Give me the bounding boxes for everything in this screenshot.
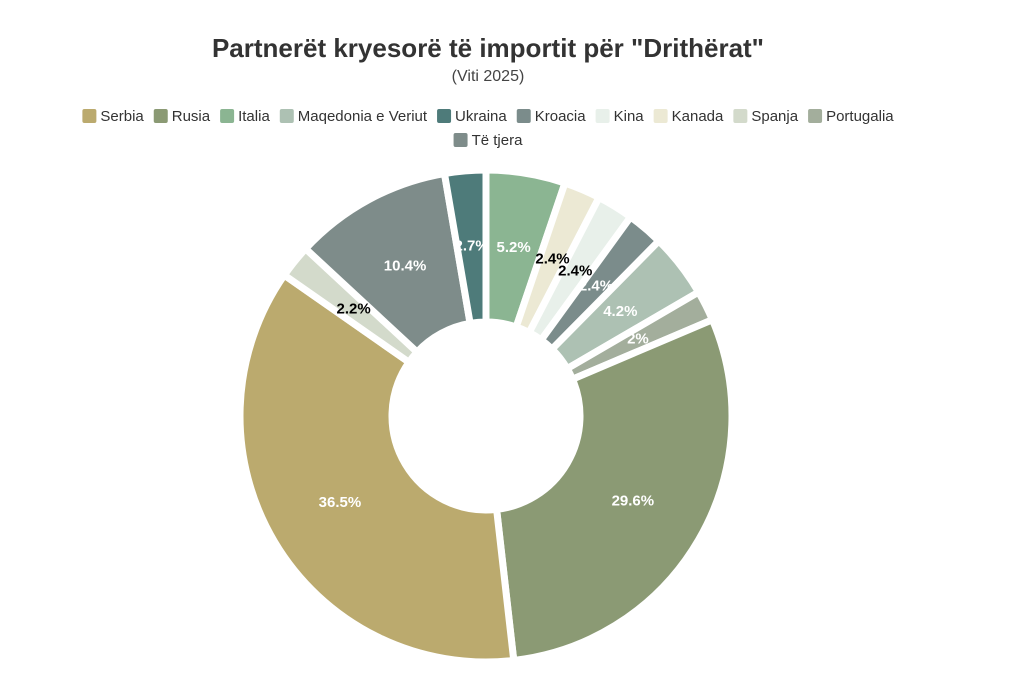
slice bbox=[493, 316, 736, 664]
donut bbox=[236, 166, 736, 666]
legend-swatch bbox=[595, 109, 610, 123]
legend-item: Rusia bbox=[153, 108, 211, 125]
slice-labels: 5.2%2.4%2.4%2.4%4.2%2%29.6%36.5%2.2%10.4… bbox=[319, 238, 654, 511]
legend-label: Spanja bbox=[751, 108, 798, 125]
legend-label: Kroacia bbox=[535, 108, 587, 125]
slice-label: 2.4% bbox=[535, 251, 569, 268]
chart-subtitle: (Viti 2025) bbox=[452, 68, 525, 85]
legend-swatch bbox=[279, 109, 294, 123]
slice bbox=[236, 271, 518, 666]
legend-label: Kina bbox=[614, 108, 645, 125]
slice-label: 2.4% bbox=[558, 262, 592, 279]
slice-label: 4.2% bbox=[603, 303, 637, 320]
slice-label: 2.4% bbox=[579, 277, 613, 294]
legend-swatch bbox=[437, 109, 452, 123]
legend-swatch bbox=[808, 109, 823, 123]
slice bbox=[440, 166, 490, 327]
legend-item: Të tjera bbox=[453, 132, 524, 149]
legend-item: Kanada bbox=[653, 108, 724, 125]
legend-label: Maqedonia e Veriut bbox=[298, 108, 428, 125]
legend-label: Rusia bbox=[172, 108, 211, 125]
legend-item: Ukraina bbox=[437, 108, 507, 125]
slice-label: 2.7% bbox=[454, 238, 488, 255]
slice-label: 36.5% bbox=[319, 494, 362, 511]
legend-swatch bbox=[82, 109, 97, 123]
legend-swatch bbox=[733, 109, 748, 123]
legend-item: Maqedonia e Veriut bbox=[279, 108, 428, 125]
legend-item: Kroacia bbox=[516, 108, 587, 125]
legend-label: Italia bbox=[238, 108, 270, 125]
legend-swatch bbox=[453, 133, 468, 147]
slice-label: 29.6% bbox=[612, 493, 655, 510]
legend: Serbia Rusia Italia Maqedonia e Veriut Ukrai… bbox=[82, 108, 894, 149]
slice bbox=[302, 170, 474, 356]
legend-item: Serbia bbox=[82, 108, 144, 125]
legend-item: Kina bbox=[595, 108, 645, 125]
legend-label: Kanada bbox=[672, 108, 724, 125]
chart-title: Partnerët kryesorë të importit për "Drit… bbox=[212, 33, 764, 63]
legend-label: Portugalia bbox=[826, 108, 894, 125]
legend-swatch bbox=[153, 109, 168, 123]
legend-item: Portugalia bbox=[808, 108, 894, 125]
legend-label: Të tjera bbox=[472, 132, 524, 149]
slice-label: 10.4% bbox=[384, 257, 427, 274]
legend-swatch bbox=[653, 109, 668, 123]
slice-label: 2% bbox=[627, 331, 649, 348]
legend-label: Serbia bbox=[100, 108, 144, 125]
slice-label: 5.2% bbox=[497, 239, 531, 256]
slice-label: 2.2% bbox=[337, 300, 371, 317]
legend-swatch bbox=[516, 109, 531, 123]
legend-item: Spanja bbox=[733, 108, 799, 125]
legend-item: Italia bbox=[220, 108, 270, 125]
legend-label: Ukraina bbox=[455, 108, 507, 125]
legend-swatch bbox=[220, 109, 235, 123]
